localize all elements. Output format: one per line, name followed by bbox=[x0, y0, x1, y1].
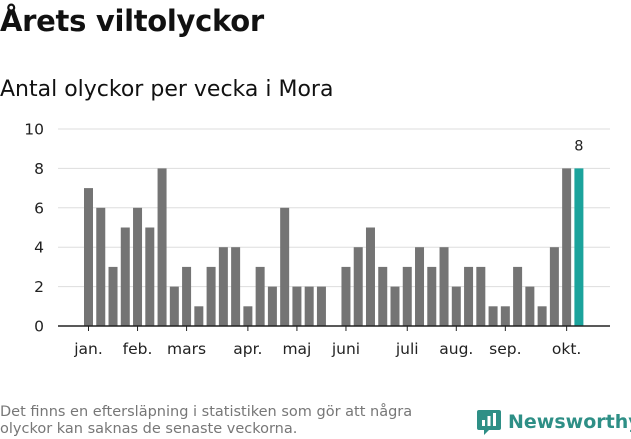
x-tick-label: juni bbox=[331, 340, 360, 358]
bars bbox=[84, 168, 584, 326]
x-tick-label: sep. bbox=[489, 340, 521, 358]
y-tick-label: 6 bbox=[34, 199, 44, 217]
newsworthy-logo-icon bbox=[477, 410, 501, 435]
footnote: Det finns en eftersläpning i statistiken… bbox=[0, 404, 413, 437]
y-tick-label: 4 bbox=[34, 239, 44, 257]
tick-labels: 0 2 4 6 8 10 jan. feb. mars apr. maj juni juli aug. se… bbox=[24, 121, 583, 359]
bar bbox=[206, 266, 216, 326]
bar bbox=[120, 227, 130, 326]
bar bbox=[488, 306, 498, 326]
bar bbox=[169, 286, 179, 326]
bar bbox=[157, 168, 167, 326]
bar bbox=[84, 188, 93, 326]
brand[interactable]: Newsworthy bbox=[476, 408, 631, 436]
bar bbox=[292, 286, 302, 326]
y-tick-label: 0 bbox=[34, 318, 44, 336]
bar bbox=[133, 207, 143, 326]
bar bbox=[365, 227, 375, 326]
bar bbox=[353, 247, 363, 326]
bar bbox=[378, 266, 388, 326]
bar bbox=[390, 286, 400, 326]
y-tick-label: 10 bbox=[24, 121, 44, 139]
bar bbox=[476, 266, 486, 326]
bar bbox=[280, 207, 290, 326]
bar bbox=[525, 286, 535, 326]
bar bbox=[108, 266, 118, 326]
bar bbox=[218, 247, 228, 326]
x-tick-label: jan. bbox=[73, 340, 103, 358]
bar bbox=[96, 207, 106, 326]
bar-current-week bbox=[574, 168, 584, 326]
bar bbox=[500, 306, 510, 326]
x-tick-label: apr. bbox=[233, 340, 262, 358]
bar bbox=[231, 247, 241, 326]
bar bbox=[427, 266, 437, 326]
bar bbox=[562, 168, 572, 326]
x-axis bbox=[58, 325, 610, 331]
x-tick-label: juli bbox=[395, 340, 419, 358]
data-label: 8 bbox=[574, 138, 583, 154]
x-tick-label: aug. bbox=[439, 340, 473, 358]
bar-chart: 0 2 4 6 8 10 jan. feb. mars apr. maj juni juli aug. se… bbox=[24, 121, 610, 359]
bar bbox=[464, 266, 474, 326]
x-tick-label: mars bbox=[167, 340, 206, 358]
brand-name: Newsworthy bbox=[508, 411, 631, 433]
chart-subtitle: Antal olyckor per vecka i Mora bbox=[0, 77, 334, 102]
bar bbox=[549, 247, 559, 326]
x-tick-label: okt. bbox=[552, 340, 581, 358]
bar bbox=[243, 306, 253, 326]
bar bbox=[182, 266, 192, 326]
bar bbox=[341, 266, 351, 326]
x-tick-label: maj bbox=[282, 340, 311, 358]
bar bbox=[513, 266, 523, 326]
bar bbox=[537, 306, 547, 326]
bar bbox=[439, 247, 449, 326]
bar bbox=[316, 286, 326, 326]
y-tick-label: 8 bbox=[34, 160, 44, 178]
bar bbox=[451, 286, 461, 326]
bar bbox=[402, 266, 412, 326]
bar bbox=[415, 247, 425, 326]
x-tick-label: feb. bbox=[123, 340, 153, 358]
bar bbox=[145, 227, 155, 326]
bar bbox=[304, 286, 314, 326]
page-title: Årets viltolyckor bbox=[0, 4, 264, 38]
bar bbox=[194, 306, 204, 326]
bar bbox=[267, 286, 277, 326]
bar bbox=[255, 266, 265, 326]
y-tick-label: 2 bbox=[34, 278, 44, 296]
